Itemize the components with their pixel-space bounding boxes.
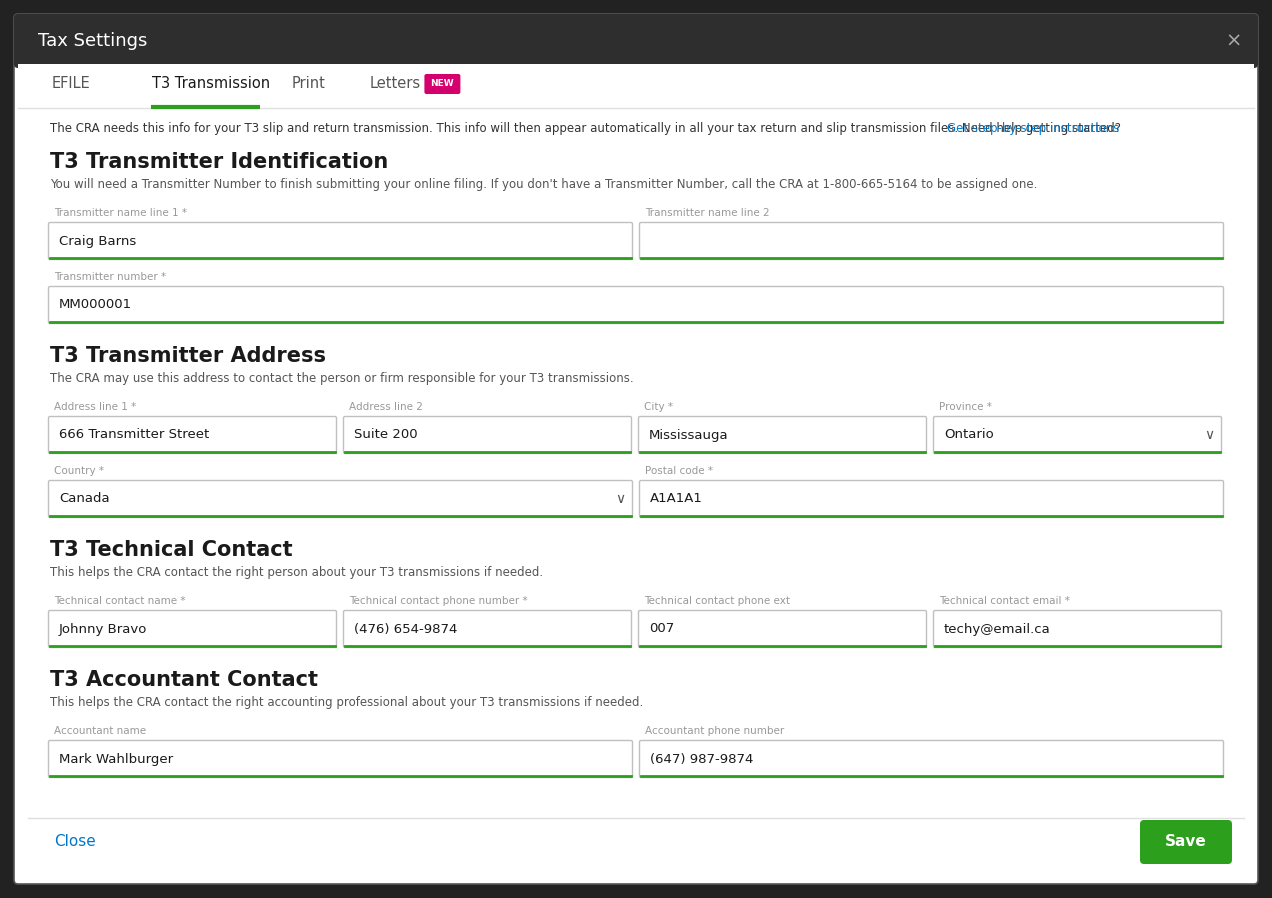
Text: You will need a Transmitter Number to finish submitting your online filing. If y: You will need a Transmitter Number to fi… [50, 178, 1038, 191]
Text: Craig Barns: Craig Barns [59, 234, 136, 248]
Text: ×: × [1226, 31, 1243, 50]
Text: Johnny Bravo: Johnny Bravo [59, 622, 148, 636]
Text: Technical contact name *: Technical contact name * [53, 596, 186, 606]
Text: The CRA needs this info for your T3 slip and return transmission. This info will: The CRA needs this info for your T3 slip… [50, 122, 1121, 135]
Text: Close: Close [53, 834, 95, 850]
Text: Transmitter name line 2: Transmitter name line 2 [645, 208, 770, 218]
FancyBboxPatch shape [425, 74, 460, 94]
Text: T3 Accountant Contact: T3 Accountant Contact [50, 670, 318, 690]
Text: T3 Technical Contact: T3 Technical Contact [50, 540, 293, 560]
Text: Technical contact phone ext: Technical contact phone ext [644, 596, 790, 606]
Text: (476) 654-9874: (476) 654-9874 [354, 622, 458, 636]
Text: Print: Print [293, 76, 326, 92]
Text: Tax Settings: Tax Settings [38, 32, 148, 50]
FancyBboxPatch shape [640, 480, 1224, 517]
Text: 007: 007 [649, 622, 674, 636]
FancyBboxPatch shape [1140, 820, 1233, 864]
Bar [18, 41, 1254, 64]
FancyBboxPatch shape [14, 14, 1258, 884]
Text: EFILE: EFILE [52, 76, 90, 92]
Text: Save: Save [1165, 834, 1207, 850]
Text: Get step-by-step instructions: Get step-by-step instructions [948, 122, 1119, 135]
Text: A1A1A1: A1A1A1 [650, 492, 703, 506]
FancyBboxPatch shape [639, 611, 926, 647]
Text: Accountant phone number: Accountant phone number [645, 726, 785, 736]
Text: Province *: Province * [939, 402, 992, 412]
Text: The CRA may use this address to contact the person or firm responsible for your : The CRA may use this address to contact … [50, 372, 633, 385]
FancyBboxPatch shape [48, 611, 337, 647]
Text: Address line 2: Address line 2 [349, 402, 422, 412]
Text: ∨: ∨ [1205, 428, 1215, 442]
FancyBboxPatch shape [640, 741, 1224, 778]
Text: Letters: Letters [370, 76, 421, 92]
Text: 666 Transmitter Street: 666 Transmitter Street [59, 428, 210, 442]
FancyBboxPatch shape [48, 480, 632, 517]
FancyBboxPatch shape [934, 417, 1221, 453]
Text: (647) 987-9874: (647) 987-9874 [650, 753, 753, 765]
Text: techy@email.ca: techy@email.ca [944, 622, 1051, 636]
FancyBboxPatch shape [343, 611, 631, 647]
Text: Suite 200: Suite 200 [354, 428, 417, 442]
Text: Postal code *: Postal code * [645, 466, 714, 476]
Text: Technical contact email *: Technical contact email * [939, 596, 1070, 606]
Text: T3 Transmitter Identification: T3 Transmitter Identification [50, 152, 388, 172]
Text: This helps the CRA contact the right person about your T3 transmissions if neede: This helps the CRA contact the right per… [50, 566, 543, 579]
FancyBboxPatch shape [934, 611, 1221, 647]
Text: T3 Transmitter Address: T3 Transmitter Address [50, 346, 326, 366]
FancyBboxPatch shape [48, 286, 1224, 323]
FancyBboxPatch shape [48, 417, 337, 453]
FancyBboxPatch shape [48, 741, 632, 778]
Text: This helps the CRA contact the right accounting professional about your T3 trans: This helps the CRA contact the right acc… [50, 696, 644, 709]
Text: Accountant name: Accountant name [53, 726, 146, 736]
Text: T3 Transmission: T3 Transmission [151, 76, 270, 92]
Text: City *: City * [644, 402, 673, 412]
Text: Country *: Country * [53, 466, 104, 476]
Text: Mississauga: Mississauga [649, 428, 729, 442]
Text: Canada: Canada [59, 492, 109, 506]
FancyBboxPatch shape [343, 417, 631, 453]
Text: Mark Wahlburger: Mark Wahlburger [59, 753, 173, 765]
Text: MM000001: MM000001 [59, 298, 132, 312]
FancyBboxPatch shape [48, 223, 632, 260]
Text: NEW: NEW [431, 80, 454, 89]
FancyBboxPatch shape [640, 223, 1224, 260]
Text: Address line 1 *: Address line 1 * [53, 402, 136, 412]
FancyBboxPatch shape [639, 417, 926, 453]
Text: Transmitter number *: Transmitter number * [53, 272, 167, 282]
Bar [18, 64, 1254, 108]
FancyBboxPatch shape [14, 14, 1258, 68]
Text: Technical contact phone number *: Technical contact phone number * [349, 596, 528, 606]
Text: Transmitter name line 1 *: Transmitter name line 1 * [53, 208, 187, 218]
Text: ∨: ∨ [614, 492, 625, 506]
Text: Ontario: Ontario [944, 428, 993, 442]
